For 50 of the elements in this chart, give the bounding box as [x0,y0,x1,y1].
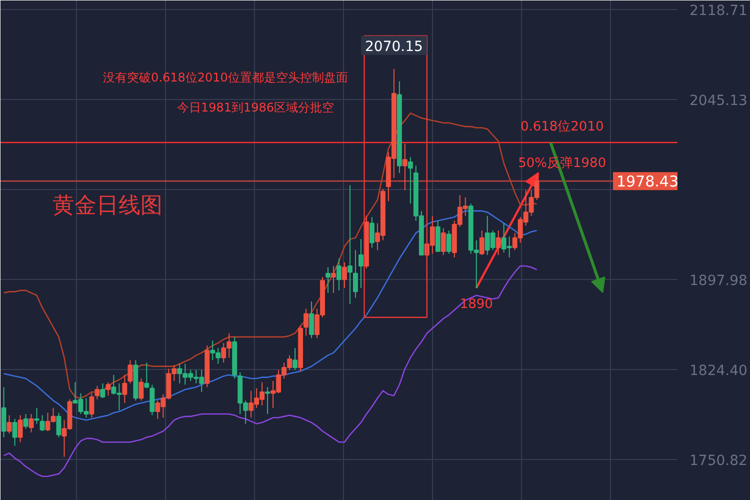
candlestick [1,386,6,438]
candlestick [40,414,45,432]
candlestick [23,413,28,430]
candlestick [408,156,413,204]
candlestick [122,374,128,404]
y-tick-label: 1750.82 [690,452,748,469]
candlestick [342,262,347,289]
candlestick [496,230,501,256]
candlestick [402,143,408,191]
candlestick [56,412,62,438]
candlestick [150,384,155,416]
candlestick [6,414,12,434]
candlestick [18,414,23,443]
candlestick [331,265,336,294]
candlestick [106,382,111,396]
candlestick [358,238,364,289]
candlestick [138,378,144,402]
candlestick [479,230,484,256]
ref-line-label: 1978.43 [616,172,678,191]
candlestick [326,266,330,294]
candlestick [440,228,446,256]
annotation: 2070.15 [365,38,423,55]
candlestick [34,407,40,424]
candlestick [89,392,94,418]
y-tick-label: 2118.71 [690,3,748,19]
candlestick [144,362,150,389]
candlestick [128,360,133,384]
candlestick [94,385,100,400]
candlestick [100,382,106,399]
candlestick [12,418,18,446]
candlestick [265,386,270,414]
annotation: 没有突破0.618位2010位置都是空头控制盘面 [103,70,348,84]
y-tick-label: 1897.98 [690,272,748,289]
candlestick [28,413,34,433]
ref-line-label: 0.618位2010 [520,119,604,134]
annotation: 50%反弹1980 [518,156,606,172]
text: 黄金日线图 [52,194,162,218]
candlestick [336,258,342,291]
annotation: 今日1981到1986区域分批空 [176,100,334,114]
candlestick [369,216,374,248]
annotation: 1890 [460,297,493,312]
candlestick [309,300,314,339]
candlestick [304,308,309,336]
candlestick [292,347,298,370]
y-tick-label: 2045.13 [690,92,748,109]
y-tick-label: 1824.40 [690,362,748,379]
candlestick [348,184,352,304]
line-series [3,265,538,478]
candlestick [353,250,358,298]
candlestick [446,230,452,254]
